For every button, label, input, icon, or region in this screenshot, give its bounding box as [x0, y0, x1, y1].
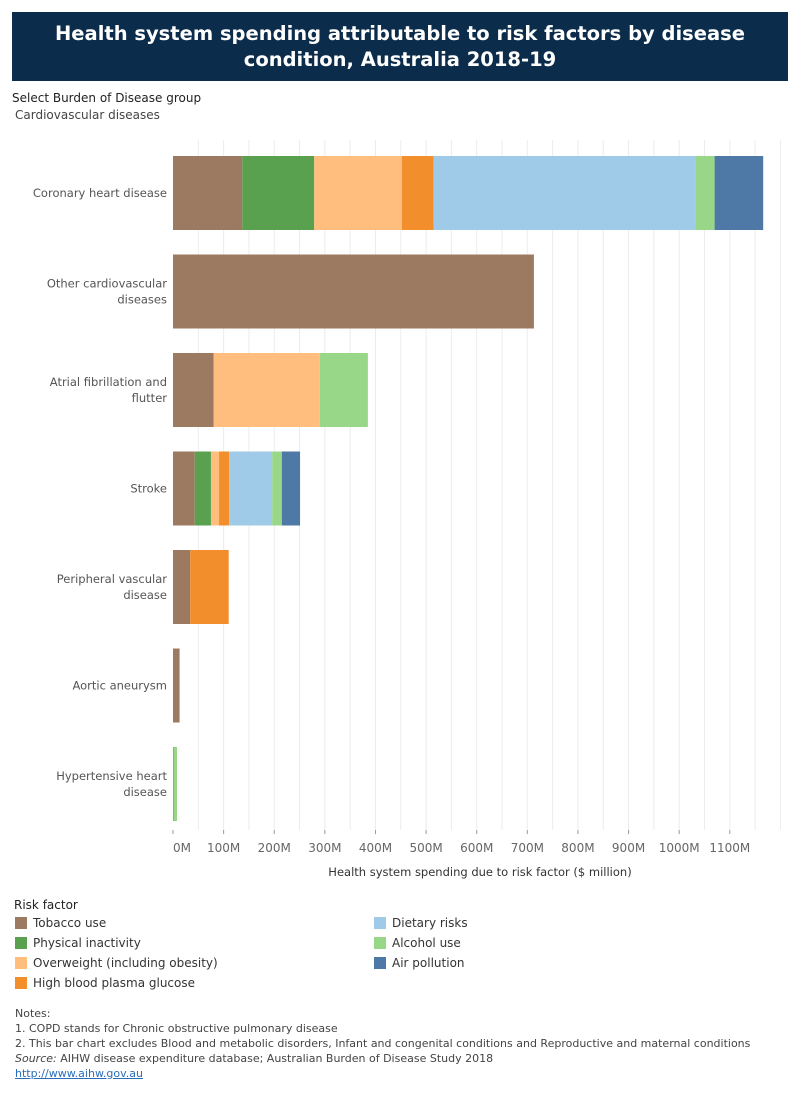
bar-segment — [190, 550, 229, 624]
bar-segment — [242, 156, 315, 230]
category-label: Other cardiovascular diseases — [47, 277, 167, 307]
legend-item[interactable]: Physical inactivity — [15, 936, 141, 950]
source-label: Source: — [15, 1052, 57, 1065]
bar-segment — [433, 156, 696, 230]
x-tick-label: 0M — [173, 841, 191, 855]
bar-segment — [173, 156, 243, 230]
bar-segment — [319, 353, 368, 427]
legend-swatch — [15, 977, 27, 989]
x-tick-label: 1000M — [659, 841, 700, 855]
x-tick-label: 1100M — [709, 841, 750, 855]
x-tick-label: 700M — [511, 841, 544, 855]
legend-swatch — [374, 917, 386, 929]
x-tick-label: 100M — [207, 841, 240, 855]
bar-segment — [173, 648, 180, 723]
bar-segment — [210, 451, 220, 526]
bar-segment — [714, 156, 764, 230]
legend-item[interactable]: Overweight (including obesity) — [15, 956, 218, 970]
x-tick-label: 400M — [359, 841, 392, 855]
legend-swatch — [15, 917, 27, 929]
bar-segment — [314, 156, 402, 230]
x-tick-label: 200M — [258, 841, 291, 855]
x-tick-label: 900M — [612, 841, 645, 855]
legend-swatch — [15, 957, 27, 969]
note-line-2: 2. This bar chart excludes Blood and met… — [15, 1037, 751, 1050]
note-line-1: 1. COPD stands for Chronic obstructive p… — [15, 1022, 338, 1035]
burden-of-disease-selector[interactable]: Cardiovascular diseases — [15, 108, 160, 122]
legend-item[interactable]: Tobacco use — [15, 916, 106, 930]
legend-swatch — [374, 957, 386, 969]
bar-segment — [229, 451, 273, 526]
category-label: Atrial fibrillation and flutter — [50, 375, 167, 405]
bar-segment — [401, 156, 434, 230]
x-tick-label: 500M — [409, 841, 442, 855]
title-banner: Health system spending attributable to r… — [12, 12, 788, 81]
x-tick-label: 800M — [561, 841, 594, 855]
category-label: Peripheral vascular disease — [57, 572, 168, 602]
stacked-bar-chart: Coronary heart disease Other cardiovascul… — [33, 140, 781, 879]
bar-segment — [173, 550, 191, 624]
legend-label: Overweight (including obesity) — [33, 956, 218, 970]
bar-segment — [173, 451, 195, 526]
category-label: Aortic aneurysm — [72, 679, 167, 693]
legend-item[interactable]: Alcohol use — [374, 936, 461, 950]
source-text: AIHW disease expenditure database; Austr… — [56, 1052, 494, 1065]
legend-item[interactable]: Dietary risks — [374, 916, 468, 930]
bar-segment — [194, 451, 211, 526]
category-label: Coronary heart disease — [33, 186, 167, 200]
bar-segment — [281, 451, 301, 526]
aihw-link[interactable]: http://www.aihw.gov.au — [15, 1067, 144, 1080]
bar-segment — [272, 451, 282, 526]
notes: Notes: 1. COPD stands for Chronic obstru… — [15, 1006, 750, 1081]
legend-label: Alcohol use — [392, 936, 461, 950]
bar-segment — [173, 747, 178, 821]
legend-label: Dietary risks — [392, 916, 468, 930]
x-tick-label: 600M — [460, 841, 493, 855]
bar-segment — [173, 747, 174, 821]
legend-item[interactable]: High blood plasma glucose — [15, 976, 195, 990]
bar-segment — [695, 156, 715, 230]
notes-heading: Notes: — [15, 1007, 51, 1020]
category-label: Stroke — [130, 482, 167, 496]
legend-label: Tobacco use — [33, 916, 107, 930]
chart-title: Health system spending attributable to r… — [54, 21, 745, 71]
legend-swatch — [374, 937, 386, 949]
x-tick-label: 300M — [308, 841, 341, 855]
legend-item[interactable]: Air pollution — [374, 956, 465, 970]
bar-segment — [213, 353, 320, 427]
x-axis-label: Health system spending due to risk facto… — [328, 865, 631, 879]
legend-label: Physical inactivity — [33, 936, 141, 950]
legend-title: Risk factor — [14, 898, 78, 912]
legend-label: High blood plasma glucose — [33, 976, 196, 990]
bar-segment — [173, 254, 534, 329]
category-label: Hypertensive heart disease — [56, 769, 167, 799]
bar-segment — [173, 353, 214, 427]
bar-segment — [219, 451, 230, 526]
source-line: Source: AIHW disease expenditure databas… — [15, 1051, 750, 1066]
filter-label: Select Burden of Disease group — [12, 91, 202, 105]
legend-swatch — [15, 937, 27, 949]
legend-label: Air pollution — [392, 956, 465, 970]
